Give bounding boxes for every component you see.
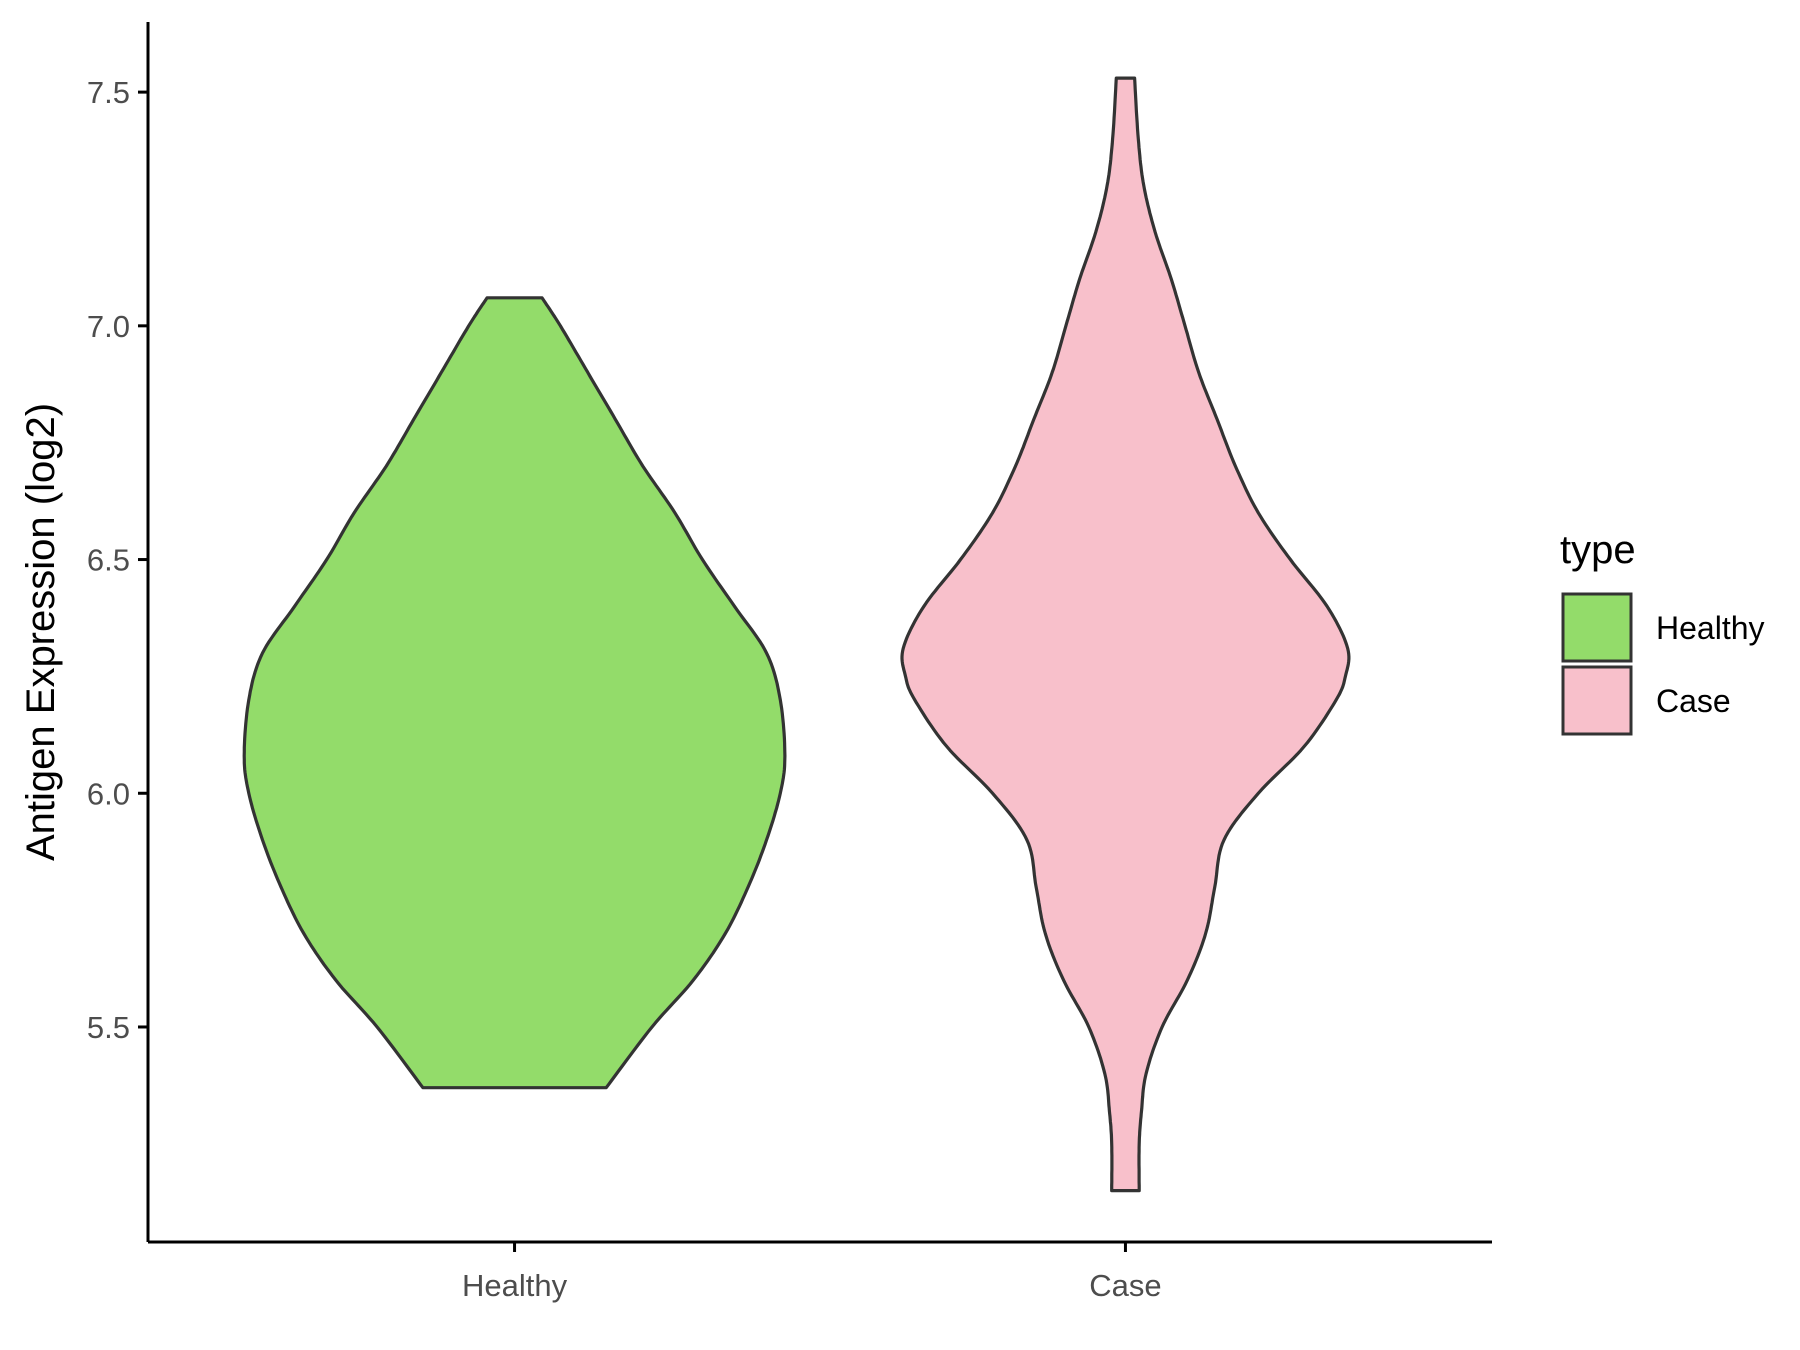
y-tick-label: 6.5 [87,543,130,578]
y-tick-label: 7.0 [87,309,130,344]
legend-key-healthy [1561,592,1633,663]
y-tick-label: 7.5 [87,75,130,110]
y-axis-ticks: 5.5 6.0 6.5 7.0 7.5 [87,75,148,1045]
x-axis-ticks: Healthy Case [462,1242,1162,1303]
x-tick-label-case: Case [1089,1268,1161,1303]
y-tick-label: 5.5 [87,1010,130,1045]
legend-label-healthy: Healthy [1656,610,1765,646]
violin-group [242,76,1351,1193]
legend-key-case [1561,665,1633,736]
x-tick-label-healthy: Healthy [462,1268,568,1303]
legend: type Healthy Case [1560,528,1765,736]
legend-title: type [1560,528,1636,572]
violin-healthy [242,296,787,1090]
y-axis-title: Antigen Expression (log2) [19,403,63,861]
y-tick-label: 6.0 [87,776,130,811]
violin-case [900,76,1351,1193]
legend-label-case: Case [1656,683,1731,719]
